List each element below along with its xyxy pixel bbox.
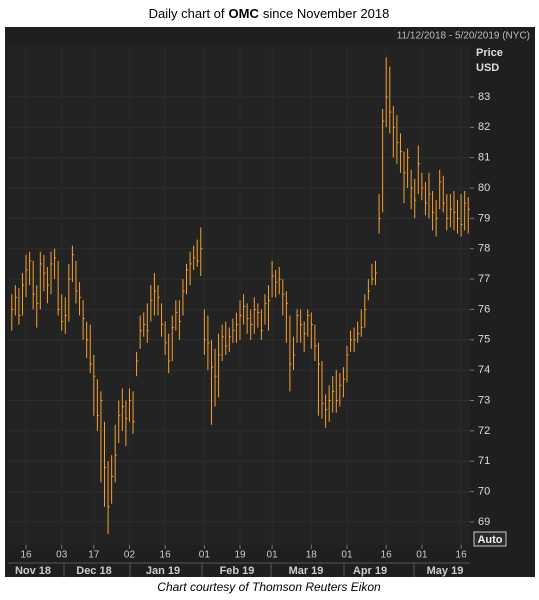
x-tick-label: 02 [124, 550, 136, 561]
x-tick-label: 16 [160, 550, 172, 561]
x-tick-label: 18 [306, 550, 318, 561]
month-label: Apr 19 [353, 565, 387, 577]
title-before: Daily chart of [149, 6, 225, 21]
auto-button[interactable] [473, 531, 507, 547]
x-tick-label: 19 [234, 550, 246, 561]
month-label: Nov 18 [15, 565, 51, 577]
y-tick-label: 79 [478, 212, 490, 224]
date-range: 11/12/2018 - 5/20/2019 (NYC) [397, 31, 530, 42]
y-tick-label: 80 [478, 182, 490, 194]
x-tick-label: 16 [381, 550, 393, 561]
y-tick-label: 76 [478, 303, 490, 315]
x-tick-label: 16 [20, 550, 32, 561]
x-tick-label: 01 [199, 550, 211, 561]
x-tick-label: 16 [456, 550, 468, 561]
y-tick-label: 69 [478, 516, 490, 528]
footer: Chart courtesy of Thomson Reuters Eikon [157, 580, 381, 594]
x-tick-label: 17 [88, 550, 100, 561]
y-tick-label: 73 [478, 394, 490, 406]
y-tick-label: 72 [478, 425, 490, 437]
x-tick-label: 03 [56, 550, 68, 561]
month-label: Mar 19 [289, 565, 324, 577]
month-label: Jan 19 [146, 565, 180, 577]
axis-unit: USD [476, 62, 499, 74]
y-tick-label: 81 [478, 152, 490, 164]
month-label: May 19 [427, 565, 464, 577]
y-tick-label: 75 [478, 334, 490, 346]
x-tick-label: 01 [416, 550, 428, 561]
auto-button-label[interactable]: Auto [477, 534, 502, 546]
plot-area [8, 45, 470, 545]
y-tick-label: 78 [478, 243, 490, 255]
y-tick-label: 82 [478, 121, 490, 133]
y-tick-label: 74 [478, 364, 490, 376]
month-label: Dec 18 [76, 565, 111, 577]
title-after: since November 2018 [263, 6, 389, 21]
x-tick-label: 01 [341, 550, 353, 561]
y-tick-label: 83 [478, 91, 490, 103]
axis-title: Price [476, 47, 503, 59]
y-tick-label: 70 [478, 485, 490, 497]
x-tick-label: 01 [267, 550, 279, 561]
y-tick-label: 71 [478, 455, 490, 467]
chart-title: Daily chart of OMC since November 2018 [149, 6, 390, 21]
month-label: Feb 19 [220, 565, 255, 577]
y-tick-label: 77 [478, 273, 490, 285]
title-symbol: OMC [229, 6, 260, 21]
